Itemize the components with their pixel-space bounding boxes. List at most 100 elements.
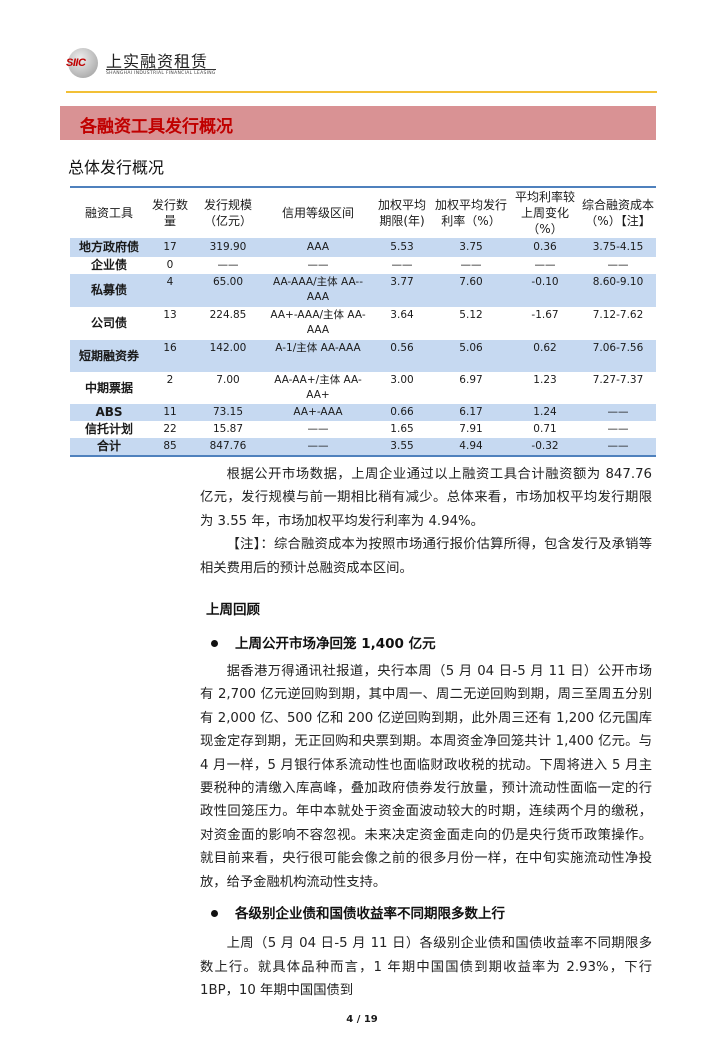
bullet-icon [211,640,218,648]
table-cell: 13 [163,309,177,321]
table-cell: —— [307,423,329,435]
table-cell: 4 [148,274,192,307]
table-cell: 3.00 [390,374,414,386]
instrument-name: 信托计划 [84,422,133,436]
bullet-item-open-market: 上周公开市场净回笼 1,400 亿元 [211,634,724,654]
bullet-item-yields: 各级别企业债和国债收益率不同期限多数上行 [211,904,724,924]
table-cell: 7.91 [459,423,483,435]
company-logo: SIIC 上实融资租赁 SHANGHAI INDUSTRIAL FINANCIA… [66,48,228,82]
table-cell: 5.06 [432,340,510,372]
table-cell: AA+-AAA/主体 AA-AAA [270,309,366,336]
instrument-name: 公司债 [90,316,127,330]
table-row: 企业债 0 —— —— —— —— —— —— [70,257,656,274]
column-header: 信用等级区间 [281,206,354,220]
table-cell: 3.75-4.15 [580,238,656,257]
table-cell: 85 [148,438,192,456]
table-cell: 3.77 [372,274,432,307]
table-cell: AA-AAA/主体 AA--AAA [264,274,372,307]
table-cell: —— [391,259,413,271]
table-cell: 1.24 [510,404,580,421]
column-header: 发行数量 [151,198,188,228]
table-cell: 847.76 [192,438,264,456]
logo-mark: SIIC [66,48,98,78]
summary-paragraph: 根据公开市场数据，上周企业通过以上融资工具合计融资额为 847.76 亿元，发行… [200,467,652,529]
column-header: 综合融资成本（%）【注】 [582,198,655,228]
column-header: 加权平均期限(年) [377,198,426,228]
page-content: 融资工具 发行数量 发行规模（亿元） 信用等级区间 加权平均期限(年) 加权平均发行利率（… [0,186,724,1045]
table-cell: —— [607,259,629,271]
table-row: 合计 85 847.76 —— 3.55 4.94 -0.32 —— [70,438,656,456]
table-row: 信托计划 22 15.87 —— 1.65 7.91 0.71 —— [70,421,656,438]
section-banner: 各融资工具发行概况 [60,106,656,140]
table-cell: 0 [166,259,174,271]
section-title: 各融资工具发行概况 [80,117,233,137]
table-row: 公司债 13 224.85 AA+-AAA/主体 AA-AAA 3.64 5.12 -1.6… [70,307,656,340]
table-cell: —— [217,259,239,271]
table-cell: 0.62 [510,340,580,372]
table-cell: 7.27-7.37 [592,374,644,386]
instrument-name: 企业债 [90,258,127,272]
table-cell: —— [460,259,482,271]
table-cell: —— [307,259,329,271]
table-cell: 6.17 [432,404,510,421]
table-row: 地方政府债 17 319.90 AAA 5.53 3.75 0.36 3.75-4.15 [70,238,656,257]
table-cell: —— [580,438,656,456]
page-number: 4 / 19 [346,1014,378,1026]
table-cell: AA-AA+/主体 AA-AA+ [274,374,362,401]
table-cell: —— [607,423,629,435]
table-cell: 73.15 [192,404,264,421]
note-paragraph: 【注】：综合融资成本为按照市场通行报价估算所得，包含发行及承销等相关费用后的预计… [200,537,652,576]
table-cell: 8.60-9.10 [580,274,656,307]
column-header: 发行规模（亿元） [203,198,252,228]
table-row: 短期融资券 16 142.00 A-1/主体 AA-AAA 0.56 5.06 0.62 7.… [70,340,656,372]
table-header-row: 融资工具 发行数量 发行规模（亿元） 信用等级区间 加权平均期限(年) 加权平均发行利率（… [70,187,656,238]
column-header: 加权平均发行利率（%） [434,198,507,228]
table-cell: 0.56 [372,340,432,372]
logo-chinese-name: 上实融资租赁 [106,52,209,71]
table-cell: -0.10 [510,274,580,307]
table-cell: 7.60 [432,274,510,307]
table-cell: —— [580,404,656,421]
instrument-name: 短期融资券 [70,340,148,372]
table-cell: 15.87 [212,423,244,435]
table-cell: 7.00 [216,374,240,386]
table-cell: 2 [166,374,174,386]
table-cell: 3.75 [432,238,510,257]
table-cell: 224.85 [209,309,247,321]
instrument-name: 合计 [70,438,148,456]
table-cell: —— [264,438,372,456]
table-cell: 0.71 [533,423,557,435]
table-cell: 1.23 [533,374,557,386]
logo-english-name: SHANGHAI INDUSTRIAL FINANCIAL LEASING [106,69,216,76]
table-cell: 5.53 [372,238,432,257]
review-heading: 上周回顾 [206,602,260,619]
table-cell: 0.66 [372,404,432,421]
table-cell: 7.06-7.56 [580,340,656,372]
bullet-heading-open-market: 上周公开市场净回笼 1,400 亿元 [235,636,436,653]
instrument-name: 私募债 [70,274,148,307]
table-row: 私募债 4 65.00 AA-AAA/主体 AA--AAA 3.77 7.60 -0.10 8… [70,274,656,307]
bullet-heading-yields: 各级别企业债和国债收益率不同期限多数上行 [235,906,505,923]
table-cell: 11 [148,404,192,421]
table-cell: A-1/主体 AA-AAA [264,340,372,372]
table-cell: 3.64 [390,309,414,321]
table-cell: 17 [148,238,192,257]
table-cell: 22 [163,423,177,435]
table-cell: 4.94 [432,438,510,456]
open-market-paragraph: 据香港万得通讯社报道，央行本周（5 月 04 日-5 月 11 日）公开市场有 … [200,664,652,890]
column-header: 平均利率较上周变化（%） [514,190,575,236]
instrument-name: ABS [70,404,148,421]
table-cell: 65.00 [192,274,264,307]
table-cell: 3.55 [372,438,432,456]
table-cell: AA+-AAA [264,404,372,421]
issuance-table: 融资工具 发行数量 发行规模（亿元） 信用等级区间 加权平均期限(年) 加权平均发行利率（… [70,186,656,457]
table-cell: 0.36 [510,238,580,257]
table-row: 中期票据 2 7.00 AA-AA+/主体 AA-AA+ 3.00 6.97 1.23 7.2… [70,372,656,404]
table-cell: 319.90 [192,238,264,257]
yields-paragraph: 上周（5 月 04 日-5 月 11 日）各级别企业债和国债收益率不同期限多数上… [200,936,652,998]
table-cell: —— [534,259,556,271]
subsection-title: 总体发行概况 [68,158,165,177]
table-cell: 7.12-7.62 [592,309,644,321]
column-header: 融资工具 [84,206,133,220]
table-cell: -0.32 [510,438,580,456]
